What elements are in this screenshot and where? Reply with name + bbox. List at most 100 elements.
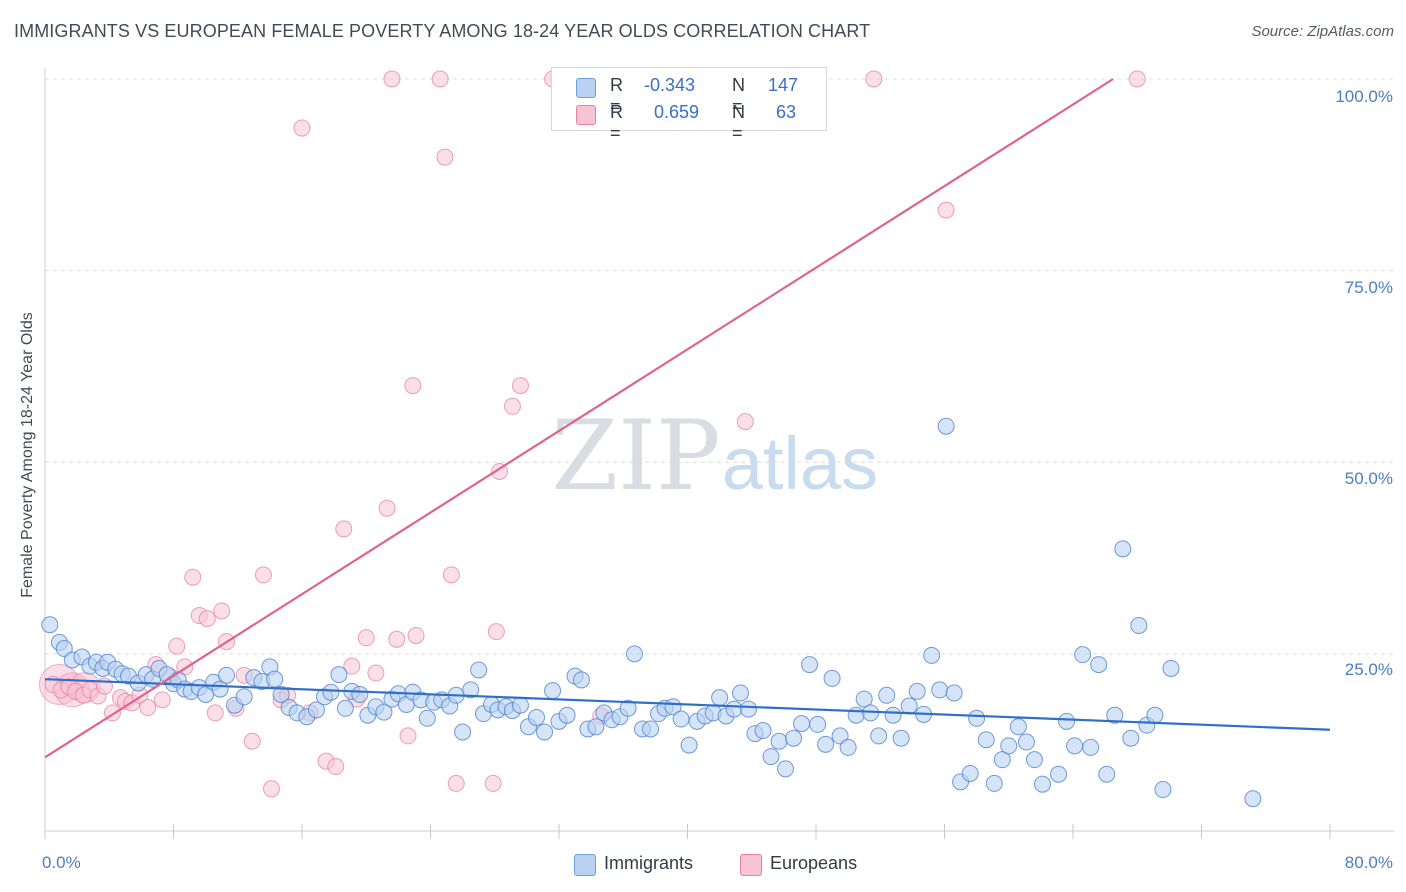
watermark: ZIP atlas <box>551 400 878 512</box>
n-label: N = <box>732 102 745 143</box>
immigrants-point <box>625 645 643 663</box>
y-tick-25: 25.0% <box>1344 660 1393 679</box>
immigrants-point <box>619 699 637 717</box>
europeans-point <box>447 774 465 792</box>
immigrants-point <box>1058 712 1076 730</box>
europeans-point <box>484 774 502 792</box>
immigrants-point <box>558 706 576 724</box>
watermark-zip: ZIP <box>551 400 720 512</box>
immigrants-point <box>855 690 873 708</box>
immigrants-point <box>711 689 729 707</box>
immigrants-point <box>1098 765 1116 783</box>
immigrants-point <box>931 681 949 699</box>
immigrants-point <box>418 709 436 727</box>
immigrants-point <box>55 640 73 658</box>
immigrants-point <box>732 684 750 702</box>
immigrants-point <box>817 735 835 753</box>
immigrants-point <box>1025 751 1043 769</box>
immigrants-point <box>587 718 605 736</box>
immigrants-point <box>809 715 827 733</box>
immigrants-point <box>1244 790 1262 808</box>
immigrants-point <box>680 736 698 754</box>
immigrants-point <box>1000 737 1018 755</box>
trend-lines <box>44 78 1331 759</box>
y-tick-100: 100.0% <box>1335 87 1393 106</box>
immigrants-point <box>839 738 857 756</box>
immigrants-point <box>642 720 660 738</box>
axes <box>44 68 1394 839</box>
europeans-point <box>503 397 521 415</box>
europeans-trend-line <box>44 78 1114 759</box>
immigrants-point <box>923 646 941 664</box>
europeans-swatch <box>576 105 596 125</box>
immigrants-point <box>1146 706 1164 724</box>
watermark-atlas: atlas <box>722 422 878 505</box>
immigrants-legend-swatch <box>574 854 596 876</box>
immigrants-swatch <box>576 78 596 98</box>
immigrants-point <box>462 681 480 699</box>
immigrants-point <box>892 729 910 747</box>
immigrants-point <box>985 774 1003 792</box>
europeans-point <box>399 727 417 745</box>
immigrants-point <box>801 656 819 674</box>
y-tick-50: 50.0% <box>1344 469 1393 488</box>
immigrants-point <box>831 727 849 745</box>
immigrants-point <box>1050 765 1068 783</box>
immigrants-point <box>977 731 995 749</box>
immigrants-point <box>266 670 284 688</box>
immigrants-point <box>945 684 963 702</box>
immigrants-point <box>218 666 236 684</box>
europeans-point <box>407 626 425 644</box>
europeans-point <box>262 780 280 798</box>
immigrants-point <box>1106 706 1124 724</box>
immigrants-point <box>672 710 690 728</box>
immigrants-point <box>330 666 348 684</box>
europeans-point <box>436 148 454 166</box>
europeans-point <box>511 377 529 395</box>
correlation-legend: R = -0.343 N = 147 R = 0.659 N = 63 <box>551 67 827 143</box>
europeans-point <box>243 732 261 750</box>
immigrants-point <box>454 723 472 741</box>
europeans-point <box>327 758 345 776</box>
immigrants-point <box>847 706 865 724</box>
immigrants-point <box>961 764 979 782</box>
europeans-point <box>865 70 883 88</box>
source-label[interactable]: Source: ZipAtlas.com <box>1251 23 1394 40</box>
europeans-point <box>431 70 449 88</box>
immigrants-point <box>884 706 902 724</box>
immigrants-n-value: 147 <box>768 75 799 95</box>
immigrants-point <box>878 686 896 704</box>
europeans-legend-label: Europeans <box>770 853 858 873</box>
immigrants-point <box>900 697 918 715</box>
europeans-point <box>404 377 422 395</box>
x-tick-min: 0.0% <box>42 853 81 872</box>
immigrants-point <box>823 669 841 687</box>
europeans-point <box>1128 70 1146 88</box>
immigrants-point <box>1074 646 1092 664</box>
immigrants-point <box>770 732 788 750</box>
europeans-point <box>343 657 361 675</box>
immigrants-point <box>1130 617 1148 635</box>
europeans-point <box>168 637 186 655</box>
europeans-point <box>335 520 353 538</box>
europeans-point <box>383 70 401 88</box>
immigrants-point <box>1162 659 1180 677</box>
europeans-n-value: 63 <box>776 102 797 122</box>
immigrants-point <box>1017 733 1035 751</box>
chart-title: IMMIGRANTS VS EUROPEAN FEMALE POVERTY AM… <box>14 21 871 41</box>
x-tick-max: 80.0% <box>1344 853 1393 872</box>
immigrants-point <box>375 703 393 721</box>
europeans-point <box>357 629 375 647</box>
y-tick-75: 75.0% <box>1344 278 1393 297</box>
immigrants-point <box>41 616 59 634</box>
r-label: R = <box>610 102 623 143</box>
immigrants-trend-line <box>44 678 1331 731</box>
immigrants-point <box>968 709 986 727</box>
immigrants-point <box>528 708 546 726</box>
europeans-point <box>293 119 311 137</box>
europeans-point <box>198 610 216 628</box>
europeans-point <box>213 602 231 620</box>
europeans-point <box>487 623 505 641</box>
immigrants-point <box>351 685 369 703</box>
